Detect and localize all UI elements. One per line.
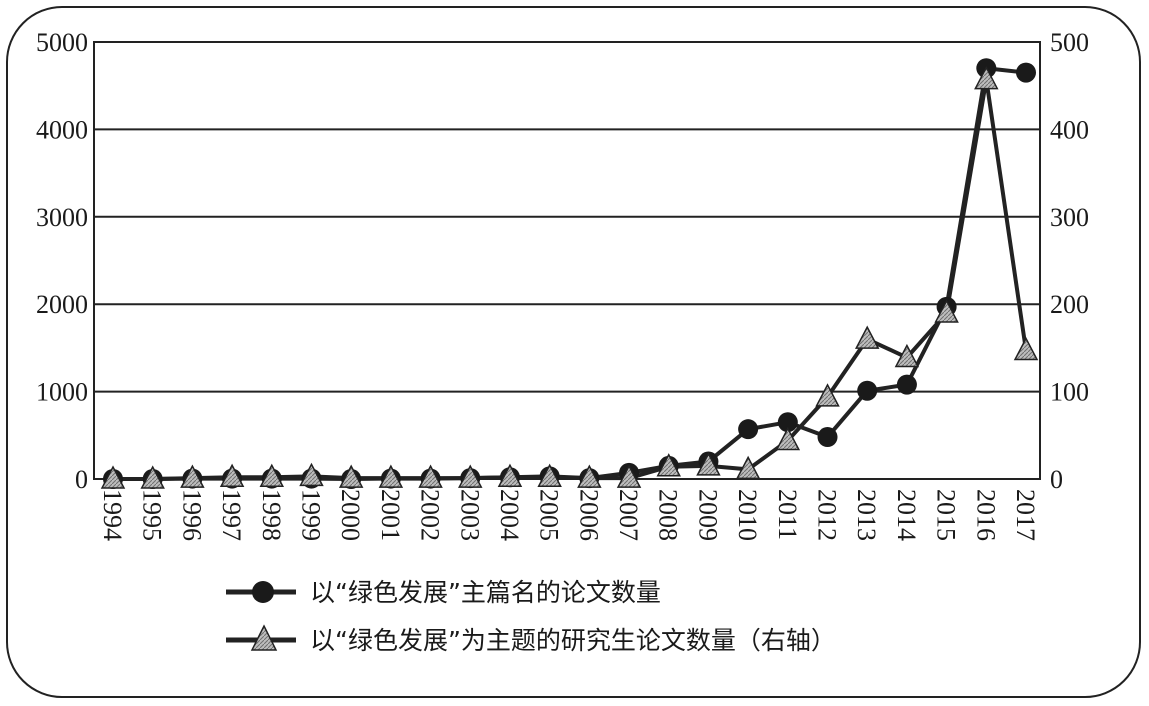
left-tick-label: 4000 <box>36 115 88 144</box>
plot-area <box>93 41 1041 480</box>
data-point-triangle <box>100 465 126 489</box>
left-tick-label: 3000 <box>36 203 88 232</box>
data-point-triangle <box>219 463 245 488</box>
data-point-triangle <box>656 453 681 477</box>
legend-marker-circle <box>252 581 274 603</box>
x-tick-label: 2015 <box>932 489 961 541</box>
data-point-triangle <box>1013 336 1039 361</box>
data-point-circle <box>896 374 917 395</box>
right-tick-label: 200 <box>1050 290 1089 319</box>
data-point-circle <box>817 427 838 448</box>
data-point-triangle <box>140 465 165 489</box>
data-point-triangle <box>974 65 999 90</box>
chart-frame <box>6 6 1141 698</box>
left-tick-label: 0 <box>75 465 88 494</box>
data-point-triangle <box>418 464 443 488</box>
x-tick-label: 2004 <box>495 489 524 541</box>
x-tick-label: 1999 <box>296 489 325 541</box>
right-axis: 0 100 200 300 400 500 <box>1050 28 1089 494</box>
data-point-triangle <box>934 299 959 323</box>
x-tick-label: 2013 <box>852 489 881 541</box>
x-tick-label: 1998 <box>257 489 286 541</box>
data-point-triangle <box>497 463 523 488</box>
legend-item-circle-series: 以“绿色发展”主篇名的论文数量 <box>226 578 661 607</box>
left-tick-label: 2000 <box>36 290 88 319</box>
data-point-triangle <box>338 464 364 488</box>
legend-label-circle-series: 以“绿色发展”主篇名的论文数量 <box>310 578 661 607</box>
data-point-circle <box>738 419 759 440</box>
right-tick-label: 100 <box>1050 378 1089 407</box>
x-tick-label: 2008 <box>654 489 683 541</box>
data-point-triangle <box>180 464 205 488</box>
x-tick-label: 2014 <box>892 489 921 541</box>
data-point-triangle <box>854 325 880 349</box>
data-point-triangle <box>378 464 404 488</box>
data-point-circle <box>857 380 878 401</box>
data-point-triangle <box>299 462 324 487</box>
data-point-circle <box>777 412 798 433</box>
right-tick-label: 0 <box>1050 465 1063 494</box>
data-point-circle <box>1016 62 1036 83</box>
data-point-triangle <box>696 452 721 476</box>
legend-item-triangle-series: 以“绿色发展”为主题的研究生论文数量（右轴） <box>226 624 836 655</box>
x-tick-label: 2011 <box>773 489 802 540</box>
x-tick-label: 1994 <box>98 489 127 541</box>
data-point-triangle <box>894 343 920 368</box>
x-tick-label: 2009 <box>693 489 722 541</box>
right-tick-label: 300 <box>1050 203 1089 232</box>
data-point-triangle <box>577 464 602 488</box>
legend-marker-triangle <box>250 624 278 651</box>
x-tick-label: 2007 <box>614 489 643 541</box>
x-tick-label: 1996 <box>177 489 206 541</box>
data-point-triangle <box>259 463 285 488</box>
data-point-triangle <box>815 383 840 407</box>
x-tick-label: 2016 <box>971 489 1000 541</box>
x-tick-label: 2002 <box>416 489 445 541</box>
x-tick-label: 2000 <box>336 489 365 541</box>
x-tick-label: 1995 <box>138 489 167 541</box>
x-axis: 1994 1995 1996 1997 1998 1999 2000 2001 2002 2003… <box>98 489 1040 541</box>
left-axis: 0 1000 2000 3000 4000 5000 <box>36 28 88 494</box>
legend: 以“绿色发展”主篇名的论文数量 以“绿色发展”为主题的研究生论文数量（右轴） <box>226 578 836 655</box>
series-line-triangle <box>113 77 1028 481</box>
x-tick-label: 2010 <box>733 489 762 541</box>
left-tick-label: 5000 <box>36 28 88 57</box>
left-tick-label: 1000 <box>36 378 88 407</box>
x-tick-label: 2006 <box>574 489 603 541</box>
x-tick-label: 2005 <box>535 489 564 541</box>
x-tick-label: 1997 <box>217 489 246 541</box>
data-point-triangle <box>458 464 483 488</box>
x-tick-label: 2012 <box>813 489 842 541</box>
right-tick-label: 400 <box>1050 115 1089 144</box>
data-point-triangle <box>537 463 562 488</box>
data-point-triangle <box>735 455 761 480</box>
x-tick-label: 2017 <box>1011 489 1040 541</box>
series-group <box>100 58 1039 489</box>
gridlines <box>94 41 1040 480</box>
data-point-triangle <box>616 464 642 488</box>
data-point-triangle <box>775 426 801 451</box>
x-tick-label: 2001 <box>376 489 405 541</box>
right-tick-label: 500 <box>1050 28 1089 57</box>
x-tick-label: 2003 <box>455 489 484 541</box>
legend-label-triangle-series: 以“绿色发展”为主题的研究生论文数量（右轴） <box>310 626 836 655</box>
